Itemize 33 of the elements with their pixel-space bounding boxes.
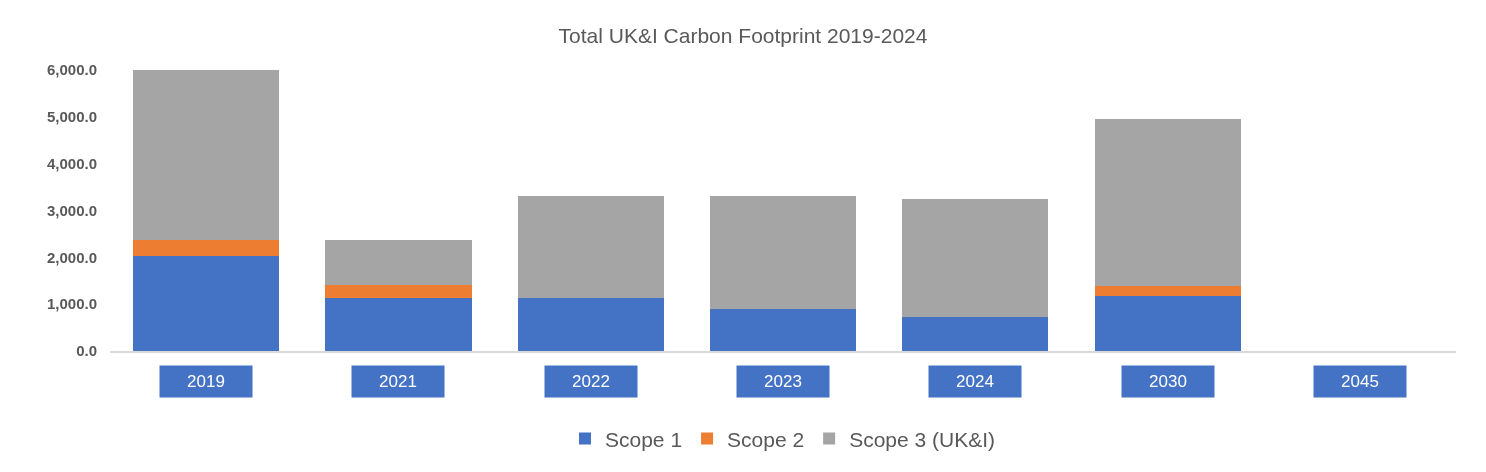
y-tick-label: 2,000.0 xyxy=(46,248,97,266)
chart-title: Total UK&I Carbon Footprint 2019-2024 xyxy=(558,24,928,48)
bar xyxy=(517,195,664,298)
x-tick-label: 2030 xyxy=(1149,372,1187,391)
bar xyxy=(325,297,472,351)
x-tick-label: 2019 xyxy=(187,372,225,391)
bar xyxy=(133,70,280,241)
x-tick-label: 2022 xyxy=(572,372,610,391)
y-tick-label: 1,000.0 xyxy=(46,295,97,313)
bar xyxy=(709,308,857,351)
y-tick-label: 6,000.0 xyxy=(46,61,97,79)
y-tick-label: 5,000.0 xyxy=(46,108,97,126)
x-tick-label: 2021 xyxy=(379,372,417,391)
bar xyxy=(902,198,1049,318)
x-tick-label: 2023 xyxy=(764,372,802,391)
x-tick-label: 2024 xyxy=(956,372,994,391)
bar xyxy=(133,255,280,351)
bar xyxy=(1094,286,1241,296)
bar xyxy=(325,285,472,298)
y-tick-label: 3,000.0 xyxy=(46,201,97,219)
legend-label: Scope 3 (UK&I) xyxy=(849,427,996,451)
bar xyxy=(517,297,664,351)
bar xyxy=(1094,118,1241,287)
y-tick-label: 0.0 xyxy=(76,342,97,360)
y-tick-label: 4,000.0 xyxy=(46,154,97,172)
bar xyxy=(709,196,857,309)
bar xyxy=(902,317,1049,351)
bar xyxy=(325,240,472,286)
bar xyxy=(1094,295,1241,351)
bar xyxy=(133,240,280,256)
x-tick-label: 2045 xyxy=(1341,372,1379,391)
legend-label: Scope 2 xyxy=(727,427,805,451)
legend-label: Scope 1 xyxy=(605,427,683,451)
